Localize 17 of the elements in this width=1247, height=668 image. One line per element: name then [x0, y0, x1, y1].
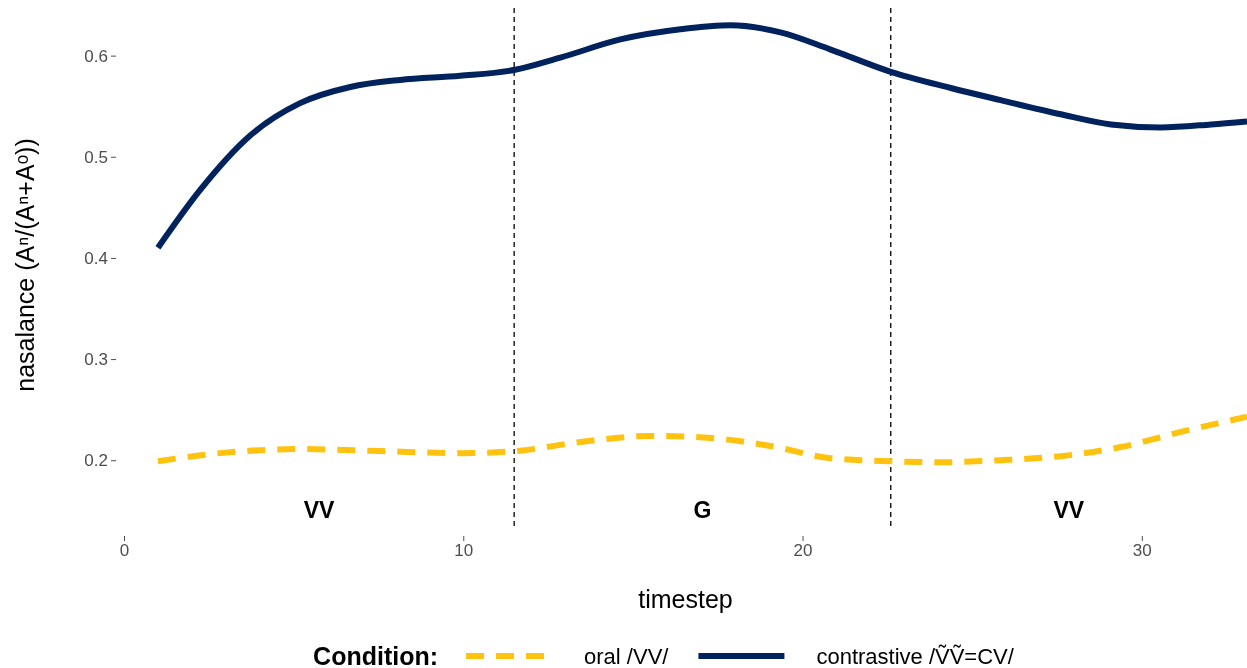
annotation: G	[693, 497, 712, 523]
y-tick-label: 0.3	[84, 350, 108, 369]
x-tick-label: 10	[454, 541, 474, 561]
y-tick-label: 0.4	[84, 248, 108, 268]
y-tick-label: 0.5	[84, 147, 108, 167]
annotation: VV	[303, 497, 336, 523]
legend-label: oral /VV/	[584, 643, 670, 668]
legend-title: Condition:	[313, 642, 439, 668]
x-tick-label: 20	[793, 541, 813, 561]
y-tick-label: 0.6	[84, 46, 108, 66]
x-tick-label: 0	[119, 541, 130, 561]
legend-label: contrastive /ṼṼ=CV/	[816, 643, 1015, 668]
y-axis-title: nasalance (Aⁿ/(Aⁿ+Aᵒ))	[11, 138, 39, 392]
x-tick-label: 30	[1132, 541, 1152, 561]
annotation: VV	[1053, 497, 1085, 523]
y-tick-label: 0.2	[84, 451, 108, 471]
x-axis-title: timestep	[638, 585, 733, 613]
